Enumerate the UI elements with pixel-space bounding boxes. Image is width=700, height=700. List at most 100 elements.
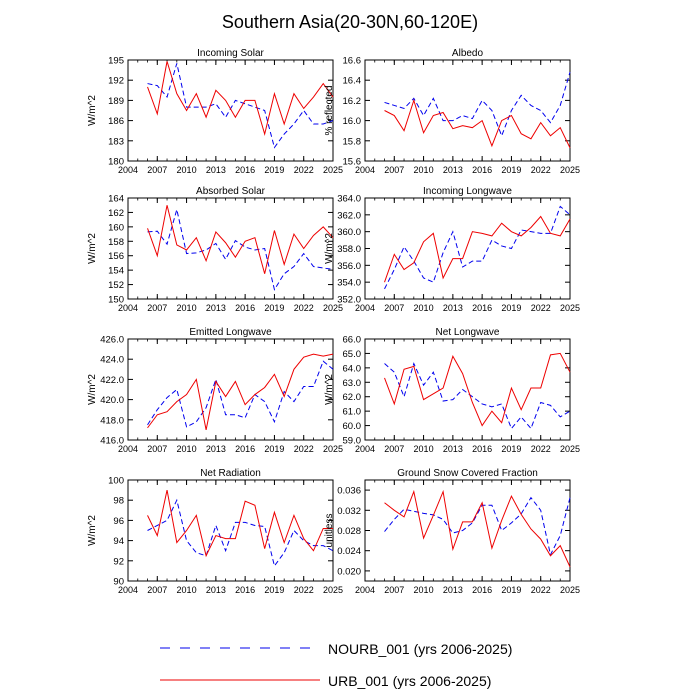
x-tick-label: 2022 (294, 165, 314, 175)
x-tick-label: 2019 (264, 585, 284, 595)
plot-frame (364, 479, 571, 582)
series-line-nourb (384, 362, 571, 430)
x-tick-label: 2004 (118, 165, 138, 175)
figure-title: Southern Asia(20-30N,60-120E) (222, 12, 478, 32)
x-tick-label: 2019 (264, 165, 284, 175)
panel-title: Net Radiation (200, 468, 261, 479)
y-tick-label: 156 (108, 251, 124, 262)
x-tick-label: 2007 (384, 585, 404, 595)
x-tick-label: 2013 (206, 303, 226, 313)
y-tick-label: 59.0 (343, 436, 362, 447)
x-tick-label: 2010 (177, 303, 197, 313)
y-tick-label: 360.0 (337, 227, 361, 238)
series-line-urb (384, 215, 571, 283)
panel-ground-snow-covered-fraction: Ground Snow Covered Fraction unitless 2004… (324, 468, 580, 595)
x-tick-label: 2007 (147, 444, 167, 454)
y-tick-label: 420.0 (100, 395, 124, 406)
y-tick-label: 160 (108, 222, 124, 233)
x-tick-label: 2010 (177, 165, 197, 175)
panel-emitted-longwave: Emitted Longwave W/m^2 2004 2007 2010 2013 201… (87, 327, 343, 454)
series-line-nourb (147, 360, 334, 428)
x-tick-label: 2025 (323, 303, 343, 313)
panel-title: Emitted Longwave (189, 327, 272, 338)
x-tick-label: 2025 (560, 303, 580, 313)
y-axis-label: W/m^2 (87, 515, 98, 546)
y-axis-label: W/m^2 (324, 374, 335, 405)
y-tick-label: 98 (113, 496, 124, 507)
panel-title: Absorbed Solar (196, 186, 266, 197)
y-tick-label: 362.0 (337, 210, 361, 221)
x-tick-label: 2004 (355, 444, 375, 454)
x-tick-label: 2004 (118, 303, 138, 313)
series-line-nourb (147, 63, 334, 149)
plot-frame (364, 59, 571, 162)
y-tick-label: 94 (113, 536, 124, 547)
series-line-urb (147, 205, 334, 274)
y-axis-label: W/m^2 (87, 233, 98, 264)
x-tick-label: 2019 (264, 303, 284, 313)
x-tick-label: 2010 (414, 444, 434, 454)
y-tick-label: 65.0 (343, 349, 362, 360)
panel-albedo: Albedo % reflected 2004 2007 2010 2013 2016 201… (324, 48, 580, 175)
y-tick-label: 16.6 (343, 56, 362, 67)
y-tick-label: 180 (108, 157, 124, 168)
x-tick-label: 2010 (177, 585, 197, 595)
x-tick-label: 2016 (235, 165, 255, 175)
panel-net-radiation: Net Radiation W/m^2 2004 2007 2010 2013 2016 20… (87, 468, 343, 595)
x-tick-label: 2016 (472, 165, 492, 175)
y-tick-label: 424.0 (100, 355, 124, 366)
x-tick-label: 2013 (206, 585, 226, 595)
y-tick-label: 0.020 (337, 566, 361, 577)
y-tick-label: 96 (113, 516, 124, 527)
plot-frame (127, 197, 334, 300)
series-line-nourb (384, 205, 571, 290)
y-tick-label: 164 (108, 194, 124, 205)
series-line-nourb (384, 496, 571, 557)
x-tick-label: 2013 (443, 165, 463, 175)
panel-title: Albedo (452, 48, 484, 59)
x-tick-label: 2025 (323, 444, 343, 454)
panel-title: Net Longwave (436, 327, 500, 338)
y-axis-label: unitless (324, 514, 335, 548)
plot-frame (127, 479, 334, 582)
plot-frame (364, 338, 571, 441)
x-tick-label: 2022 (531, 444, 551, 454)
x-tick-label: 2013 (443, 303, 463, 313)
series-line-urb (384, 489, 571, 568)
y-tick-label: 162 (108, 208, 124, 219)
x-tick-label: 2007 (147, 165, 167, 175)
y-axis-label: W/m^2 (87, 374, 98, 405)
y-tick-label: 195 (108, 56, 124, 67)
y-tick-label: 418.0 (100, 415, 124, 426)
y-tick-label: 64.0 (343, 363, 362, 374)
x-tick-label: 2019 (264, 444, 284, 454)
x-tick-label: 2007 (384, 444, 404, 454)
y-tick-label: 16.0 (343, 116, 362, 127)
x-tick-label: 2010 (414, 585, 434, 595)
y-tick-label: 352.0 (337, 295, 361, 306)
x-tick-label: 2019 (501, 444, 521, 454)
y-tick-label: 426.0 (100, 335, 124, 346)
panel-net-longwave: Net Longwave W/m^2 2004 2007 2010 2013 2016 201… (324, 327, 580, 454)
panel-absorbed-solar: Absorbed Solar W/m^2 2004 2007 2010 2013 2016 2… (87, 186, 343, 313)
y-tick-label: 62.0 (343, 392, 362, 403)
x-tick-label: 2022 (531, 165, 551, 175)
y-tick-label: 66.0 (343, 335, 362, 346)
panel-title: Incoming Longwave (423, 186, 512, 197)
series-line-urb (147, 489, 333, 558)
x-tick-label: 2019 (501, 165, 521, 175)
y-tick-label: 61.0 (343, 407, 362, 418)
y-tick-label: 186 (108, 116, 124, 127)
x-tick-label: 2007 (384, 165, 404, 175)
y-tick-label: 90 (113, 577, 124, 588)
y-tick-label: 354.0 (337, 278, 361, 289)
panel-incoming-solar: Incoming Solar W/m^2 2004 2007 2010 2013 2016 2… (87, 48, 343, 175)
x-tick-label: 2007 (147, 585, 167, 595)
plot-frame (127, 338, 334, 441)
series-line-urb (147, 353, 334, 430)
y-tick-label: 63.0 (343, 378, 362, 389)
x-tick-label: 2004 (355, 303, 375, 313)
y-tick-label: 422.0 (100, 375, 124, 386)
x-tick-label: 2007 (384, 303, 404, 313)
